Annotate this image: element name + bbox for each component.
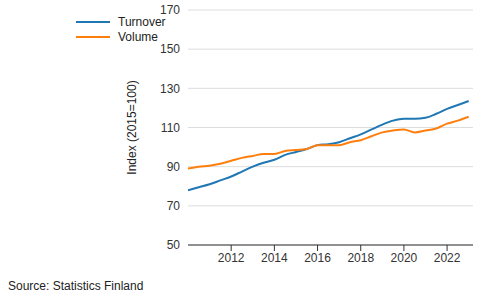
svg-text:Index (2015=100): Index (2015=100) bbox=[125, 80, 139, 174]
svg-text:90: 90 bbox=[167, 160, 181, 174]
svg-text:110: 110 bbox=[161, 121, 180, 135]
svg-text:130: 130 bbox=[160, 82, 180, 96]
svg-text:2012: 2012 bbox=[218, 251, 245, 265]
svg-text:150: 150 bbox=[160, 42, 180, 56]
svg-text:170: 170 bbox=[160, 3, 180, 17]
svg-text:2020: 2020 bbox=[391, 251, 418, 265]
svg-text:2022: 2022 bbox=[434, 251, 461, 265]
svg-text:70: 70 bbox=[167, 199, 181, 213]
svg-text:2016: 2016 bbox=[304, 251, 331, 265]
svg-text:2018: 2018 bbox=[347, 251, 374, 265]
html-text:Turnover: Turnover bbox=[118, 14, 166, 29]
html-text:Source: Statistics Finland: Source: Statistics Finland bbox=[8, 279, 144, 293]
svg-text:50: 50 bbox=[167, 238, 181, 252]
html-text:Volume: Volume bbox=[118, 29, 158, 44]
svg-text:2014: 2014 bbox=[261, 251, 288, 265]
